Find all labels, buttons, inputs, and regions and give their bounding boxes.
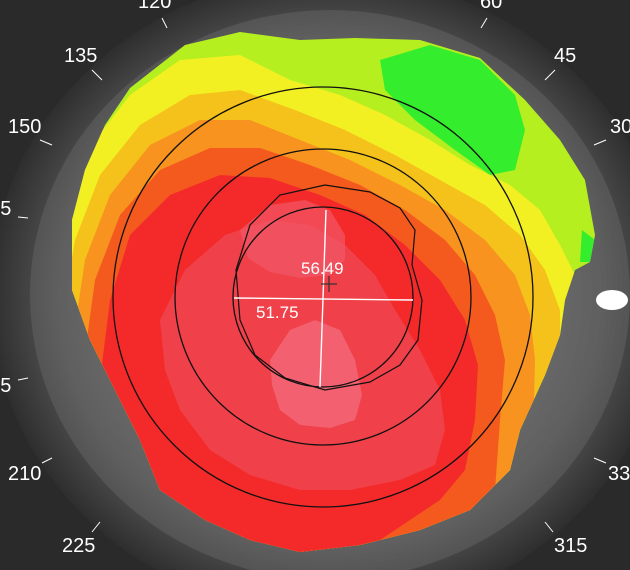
pupil-outline	[235, 184, 423, 391]
axis-label-165: 165	[0, 198, 11, 220]
axis-label-330: 330	[608, 463, 630, 485]
axis-label-45: 45	[554, 45, 576, 67]
layer-pink-center	[270, 320, 362, 428]
reference-rings	[112, 86, 534, 508]
axis-label-60: 60	[480, 0, 502, 13]
axis-label-135: 135	[64, 45, 97, 67]
axis-label-150: 150	[8, 116, 41, 138]
keratometry-crosshair	[233, 209, 414, 388]
ring-inner	[232, 206, 414, 388]
flat-meridian-line	[233, 297, 414, 301]
layer-green	[380, 45, 525, 175]
axis-label-120: 120	[138, 0, 171, 13]
axis-label-210: 210	[8, 463, 41, 485]
axis-label-315: 315	[554, 535, 587, 557]
specular-reflection	[596, 290, 628, 310]
layer-pink-upper	[240, 200, 345, 278]
flat-k-value: 51.75	[256, 303, 299, 322]
ring-middle	[174, 148, 472, 446]
layer-green-edge	[580, 230, 595, 262]
center-marker	[321, 276, 337, 292]
axis-label-30: 30	[610, 116, 630, 138]
ring-outer	[112, 86, 534, 508]
axis-ticks	[17, 17, 607, 533]
axis-label-225: 225	[62, 535, 95, 557]
axis-label-195: 195	[0, 375, 11, 397]
axis-labels: 120 60 135 45 150 30 165 195 210 330 225…	[0, 0, 630, 557]
steep-k-value: 56.49	[301, 259, 344, 278]
